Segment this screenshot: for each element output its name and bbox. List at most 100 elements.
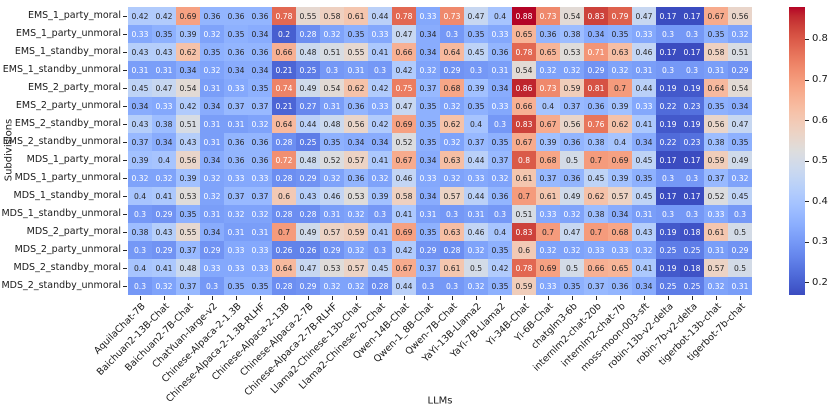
heatmap-cell: 0.46 — [320, 187, 344, 205]
heatmap-cell: 0.29 — [728, 241, 752, 259]
heatmap-cell: 0.36 — [560, 169, 584, 187]
heatmap-cell: 0.42 — [176, 97, 200, 115]
heatmap-cell: 0.37 — [488, 151, 512, 169]
colorbar-tick-label: 0.5 — [812, 155, 828, 167]
heatmap-grid: 0.42 0.42 0.69 0.36 0.36 0.36 0.78 0.55 0.58 0.61… — [128, 7, 752, 295]
heatmap-cell: 0.83 — [512, 223, 536, 241]
heatmap-cell: 0.34 — [632, 277, 656, 295]
heatmap-cell: 0.6 — [512, 241, 536, 259]
heatmap-cell: 0.43 — [152, 43, 176, 61]
heatmap-cell: 0.32 — [560, 61, 584, 79]
y-tick-mark — [123, 141, 127, 143]
heatmap-cell: 0.32 — [464, 277, 488, 295]
heatmap-cell: 0.43 — [128, 115, 152, 133]
y-tick-label: MDS_1_party_unmoral — [14, 172, 121, 183]
y-tick-label: EMS_2_party_moral — [27, 82, 121, 93]
heatmap-cell: 0.38 — [584, 133, 608, 151]
heatmap-cell: 0.23 — [680, 133, 704, 151]
heatmap-cell: 0.62 — [440, 115, 464, 133]
heatmap-cell: 0.73 — [536, 79, 560, 97]
heatmap-cell: 0.3 — [440, 277, 464, 295]
heatmap-cell: 0.53 — [320, 259, 344, 277]
heatmap-cell: 0.39 — [536, 133, 560, 151]
heatmap-cell: 0.38 — [560, 25, 584, 43]
heatmap-cell: 0.37 — [128, 133, 152, 151]
heatmap-cell: 0.56 — [344, 115, 368, 133]
heatmap-cell: 0.47 — [392, 25, 416, 43]
x-tick-mark — [571, 296, 573, 300]
heatmap-cell: 0.4 — [608, 133, 632, 151]
heatmap-cell: 0.21 — [272, 97, 296, 115]
y-tick-label: EMS_1_party_moral — [27, 10, 121, 21]
y-tick-mark — [123, 87, 127, 89]
y-tick-mark — [123, 33, 127, 35]
heatmap-cell: 0.41 — [632, 115, 656, 133]
x-tick-mark — [619, 296, 621, 300]
heatmap-cell: 0.48 — [320, 115, 344, 133]
heatmap-cell: 0.4 — [536, 97, 560, 115]
heatmap-cell: 0.32 — [440, 97, 464, 115]
x-tick-mark — [595, 296, 597, 300]
heatmap-cell: 0.29 — [320, 241, 344, 259]
heatmap-cell: 0.31 — [200, 79, 224, 97]
heatmap-cell: 0.56 — [728, 7, 752, 25]
heatmap-cell: 0.31 — [224, 115, 248, 133]
heatmap-cell: 0.72 — [272, 151, 296, 169]
heatmap-cell: 0.59 — [344, 223, 368, 241]
heatmap-cell: 0.63 — [440, 151, 464, 169]
heatmap-cell: 0.32 — [344, 205, 368, 223]
heatmap-cell: 0.69 — [176, 7, 200, 25]
heatmap-cell: 0.25 — [680, 277, 704, 295]
heatmap-cell: 0.36 — [608, 277, 632, 295]
heatmap-cell: 0.3 — [464, 61, 488, 79]
heatmap-cell: 0.34 — [416, 151, 440, 169]
heatmap-cell: 0.35 — [152, 25, 176, 43]
heatmap-cell: 0.29 — [584, 61, 608, 79]
heatmap-cell: 0.41 — [368, 223, 392, 241]
heatmap-cell: 0.31 — [704, 241, 728, 259]
heatmap-cell: 0.62 — [176, 43, 200, 61]
heatmap-cell: 0.19 — [680, 79, 704, 97]
heatmap-cell: 0.32 — [200, 169, 224, 187]
heatmap-cell: 0.34 — [632, 133, 656, 151]
heatmap-cell: 0.39 — [608, 169, 632, 187]
heatmap-cell: 0.88 — [512, 7, 536, 25]
heatmap-cell: 0.34 — [608, 205, 632, 223]
heatmap-cell: 0.78 — [512, 43, 536, 61]
heatmap-cell: 0.32 — [200, 25, 224, 43]
heatmap-cell: 0.31 — [200, 115, 224, 133]
x-tick-mark — [523, 296, 525, 300]
heatmap-cell: 0.33 — [224, 79, 248, 97]
heatmap-cell: 0.31 — [224, 223, 248, 241]
heatmap-cell: 0.18 — [680, 259, 704, 277]
heatmap-cell: 0.48 — [176, 259, 200, 277]
y-tick-mark — [123, 69, 127, 71]
heatmap-cell: 0.3 — [656, 25, 680, 43]
heatmap-cell: 0.32 — [632, 241, 656, 259]
heatmap-cell: 0.36 — [224, 7, 248, 25]
heatmap-cell: 0.73 — [536, 7, 560, 25]
heatmap-cell: 0.39 — [176, 169, 200, 187]
heatmap-cell: 0.3 — [680, 61, 704, 79]
heatmap-cell: 0.35 — [704, 97, 728, 115]
heatmap-cell: 0.35 — [320, 133, 344, 151]
heatmap-cell: 0.33 — [464, 169, 488, 187]
heatmap-cell: 0.55 — [296, 7, 320, 25]
x-axis-title: LLMs — [427, 395, 453, 407]
heatmap-cell: 0.44 — [464, 151, 488, 169]
heatmap-cell: 0.32 — [440, 133, 464, 151]
heatmap-cell: 0.33 — [248, 259, 272, 277]
heatmap-cell: 0.32 — [320, 25, 344, 43]
x-tick-mark — [331, 296, 333, 300]
x-tick-mark — [211, 296, 213, 300]
heatmap-cell: 0.38 — [152, 115, 176, 133]
heatmap-cell: 0.25 — [680, 241, 704, 259]
heatmap-cell: 0.5 — [728, 259, 752, 277]
heatmap-cell: 0.29 — [152, 205, 176, 223]
heatmap-cell: 0.48 — [296, 151, 320, 169]
heatmap-cell: 0.31 — [488, 61, 512, 79]
heatmap-cell: 0.44 — [296, 115, 320, 133]
y-tick-mark — [123, 213, 127, 215]
heatmap-cell: 0.34 — [200, 151, 224, 169]
heatmap-cell: 0.54 — [560, 7, 584, 25]
